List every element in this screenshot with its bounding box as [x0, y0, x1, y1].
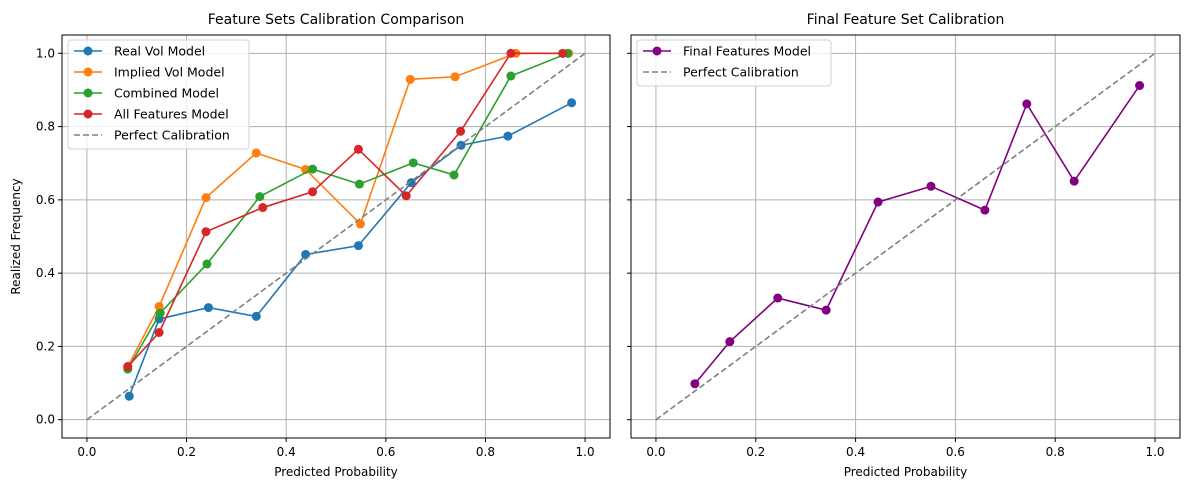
- y-tick-label: 0.0: [36, 413, 55, 427]
- real-vol-model-point: [503, 131, 513, 141]
- combined-model-point: [202, 259, 212, 269]
- y-tick-label: 0.8: [36, 120, 55, 134]
- chart-title: Feature Sets Calibration Comparison: [208, 12, 465, 28]
- x-tick-label: 0.6: [946, 445, 965, 459]
- axes-frame: [630, 34, 1181, 439]
- final-features-model-point: [1022, 99, 1032, 109]
- final-features-model-point: [821, 305, 831, 315]
- implied-vol-model-point: [154, 301, 164, 311]
- all-features-model-point: [506, 48, 516, 58]
- all-features-model-point: [401, 191, 411, 201]
- legend-marker-final-features-model: [652, 46, 662, 56]
- combined-model-point: [408, 158, 418, 168]
- final-features-model-line: [694, 85, 1141, 385]
- y-axis-label: Realized Frequency: [9, 178, 23, 294]
- combined-model-point: [155, 308, 165, 318]
- all-features-model-point: [154, 327, 164, 337]
- y-tick-label: 1.0: [36, 46, 55, 60]
- final-features-model-point: [926, 181, 936, 191]
- x-tick-label: 0.2: [746, 445, 765, 459]
- legend-label: Combined Model: [114, 86, 219, 101]
- x-tick-label: 0.2: [177, 445, 196, 459]
- legend-label: All Features Model: [114, 107, 229, 122]
- all-features-model-point: [258, 203, 268, 213]
- x-tick-label: 0.0: [77, 445, 96, 459]
- combined-model-point: [506, 71, 516, 81]
- legend-box: [67, 39, 250, 150]
- x-tick-label: 0.0: [646, 445, 665, 459]
- implied-vol-model-point: [405, 74, 415, 84]
- legend-label: Perfect Calibration: [683, 65, 799, 80]
- final-features-model-point: [1069, 176, 1079, 186]
- legend-label: Final Features Model: [683, 44, 811, 59]
- legend-marker-real-vol-model: [83, 46, 93, 56]
- series-group: [86, 48, 586, 421]
- legend-box: [636, 39, 832, 87]
- x-tick-label: 0.4: [846, 445, 865, 459]
- chart-title: Final Feature Set Calibration: [807, 12, 1005, 28]
- x-tick-label: 0.8: [1046, 445, 1065, 459]
- axes-2: 0.0 0.2 0.4 0.6 0.8 1.0 Final Feature Set Cali…: [627, 12, 1181, 479]
- implied-vol-model-point: [201, 193, 211, 203]
- all-features-model-point: [456, 126, 466, 136]
- real-vol-model-point: [124, 391, 134, 401]
- x-axis-label: Predicted Probability: [274, 465, 398, 479]
- all-features-model-point: [353, 144, 363, 154]
- x-tick-label: 0.6: [376, 445, 395, 459]
- real-vol-model-point: [406, 178, 416, 188]
- legend: Real Vol Model Implied Vol Model Combined …: [67, 39, 250, 150]
- final-features-model-point: [773, 293, 783, 303]
- y-tick-label: 0.4: [36, 266, 55, 280]
- all-features-model-point: [123, 362, 133, 372]
- legend-label: Real Vol Model: [114, 44, 205, 59]
- legend-label: Perfect Calibration: [114, 128, 230, 143]
- x-tick-label: 1.0: [576, 445, 595, 459]
- real-vol-model-point: [353, 241, 363, 251]
- all-features-model-point: [558, 48, 568, 58]
- real-vol-model-point: [203, 303, 213, 313]
- x-tick-label: 1.0: [1145, 445, 1164, 459]
- real-vol-model-point: [567, 98, 577, 108]
- combined-model-point: [308, 164, 318, 174]
- x-tick-label: 0.8: [476, 445, 495, 459]
- implied-vol-model-point: [355, 219, 365, 229]
- perfect-calibration-line: [86, 52, 586, 421]
- real-vol-model-point: [251, 311, 261, 321]
- legend: Final Features Model Perfect Calibration: [636, 39, 832, 87]
- legend-marker-combined-model: [83, 88, 93, 98]
- final-features-model-point: [690, 379, 700, 389]
- real-vol-model-point: [301, 249, 311, 259]
- implied-vol-model-point: [450, 72, 460, 82]
- implied-vol-model-line: [127, 52, 569, 367]
- combined-model-point: [354, 179, 364, 189]
- final-features-model-point: [1135, 81, 1145, 91]
- x-tick-label: 0.4: [277, 445, 296, 459]
- all-features-model-point: [308, 187, 318, 197]
- series-group: [655, 52, 1156, 421]
- final-features-model-point: [873, 197, 883, 207]
- combined-model-point: [449, 170, 459, 180]
- axes-1: 0.0 0.2 0.4 0.6 0.8 1.0 0.0 0.2 0.4 0.6 0.8 1.0 Feat…: [9, 12, 611, 479]
- combined-model-point: [255, 192, 265, 202]
- x-axis-label: Predicted Probability: [844, 465, 968, 479]
- all-features-model-line: [127, 52, 563, 368]
- y-tick-label: 0.6: [36, 193, 55, 207]
- all-features-model-point: [201, 227, 211, 237]
- y-tick-label: 0.2: [36, 339, 55, 353]
- combined-model-line: [127, 52, 568, 370]
- final-features-model-point: [725, 337, 735, 347]
- legend-label: Implied Vol Model: [114, 65, 225, 80]
- perfect-calibration-line: [655, 52, 1156, 421]
- real-vol-model-line: [128, 102, 573, 397]
- legend-marker-implied-vol-model: [83, 67, 93, 77]
- legend-marker-all-features-model: [83, 109, 93, 119]
- final-features-model-point: [980, 205, 990, 215]
- implied-vol-model-point: [251, 148, 261, 158]
- axes-frame: [61, 34, 611, 439]
